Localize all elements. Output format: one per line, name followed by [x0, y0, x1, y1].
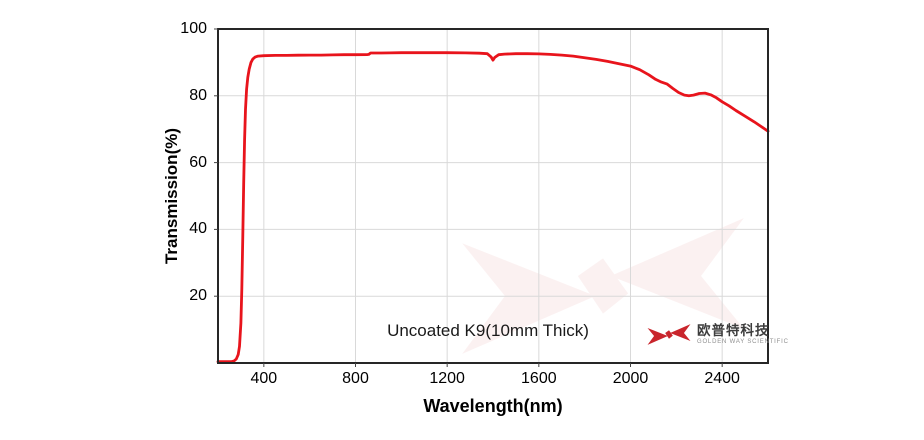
brand-name-cn: 欧普特科技	[697, 322, 770, 338]
x-tick-label: 1200	[429, 370, 465, 387]
y-tick-label: 40	[189, 220, 207, 238]
x-tick-label: 800	[342, 370, 369, 387]
y-axis-title: Transmission(%)	[162, 127, 181, 265]
gridlines	[218, 29, 768, 363]
y-tick-label: 60	[189, 153, 207, 171]
plot-frame	[217, 28, 769, 364]
brand-logo: 欧普特科技 GOLDEN WAY SCIENTIFIC	[646, 321, 789, 348]
y-tick-label: 80	[189, 86, 207, 104]
brand-name-en: GOLDEN WAY SCIENTIFIC	[697, 339, 789, 346]
x-tick-label: 400	[250, 370, 278, 387]
x-axis-title: Wavelength(nm)	[423, 396, 563, 416]
transmission-curve	[216, 51, 770, 364]
brand-logo-icon	[647, 324, 691, 345]
x-tick-label: 2400	[704, 370, 740, 387]
x-tick-label: 1600	[521, 370, 557, 387]
series-annotation: Uncoated K9(10mm Thick)	[387, 321, 589, 340]
brand-logo-text: 欧普特科技 GOLDEN WAY SCIENTIFIC	[697, 324, 789, 346]
y-tick-label: 100	[180, 20, 207, 37]
y-tick-label: 20	[189, 287, 207, 305]
axis-tick-marks	[214, 28, 723, 367]
x-tick-label: 2000	[612, 370, 649, 387]
